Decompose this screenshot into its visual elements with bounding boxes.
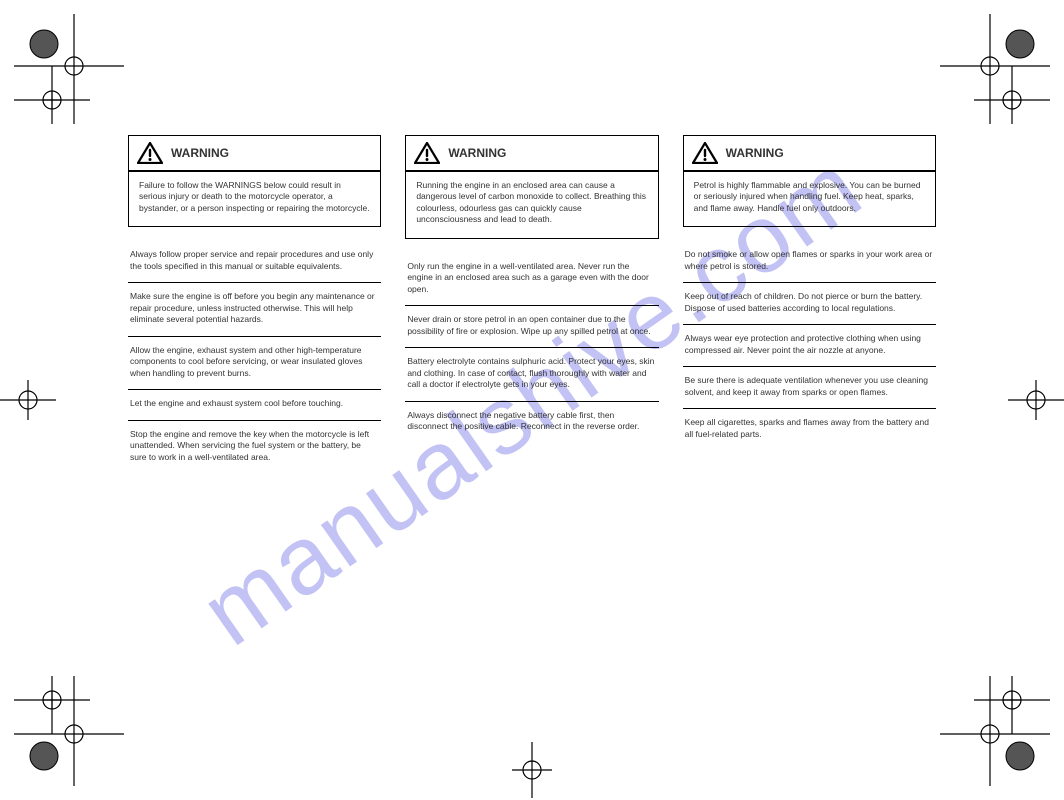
warning-icon [137,142,163,164]
text-block: Battery electrolyte contains sulphuric a… [405,348,658,401]
warning-header: WARNING [129,136,380,172]
warning-label: WARNING [726,146,784,160]
warning-icon [414,142,440,164]
text-block: Be sure there is adequate ventilation wh… [683,367,936,409]
text-block: Do not smoke or allow open flames or spa… [683,241,936,283]
text-block: Keep out of reach of children. Do not pi… [683,283,936,325]
warning-header: WARNING [684,136,935,172]
column-1: WARNING Failure to follow the WARNINGS b… [128,135,381,473]
text-block: Always wear eye protection and protectiv… [683,325,936,367]
warning-header: WARNING [406,136,657,172]
text-block: Stop the engine and remove the key when … [128,421,381,473]
warning-box: WARNING Failure to follow the WARNINGS b… [128,135,381,227]
warning-body-text: Running the engine in an enclosed area c… [406,172,657,238]
crop-mark-top-right [940,14,1050,124]
text-block: Always follow proper service and repair … [128,241,381,283]
text-block: Keep all cigarettes, sparks and flames a… [683,409,936,450]
column-3: WARNING Petrol is highly flammable and e… [683,135,936,473]
warning-box: WARNING Running the engine in an enclose… [405,135,658,239]
text-block: Never drain or store petrol in an open c… [405,306,658,348]
warning-body-text: Failure to follow the WARNINGS below cou… [129,172,380,226]
crop-mark-left-middle [0,380,56,422]
text-block: Let the engine and exhaust system cool b… [128,390,381,420]
crop-mark-bottom-middle [512,742,552,800]
warning-box: WARNING Petrol is highly flammable and e… [683,135,936,227]
text-block: Allow the engine, exhaust system and oth… [128,337,381,390]
warning-body-text: Petrol is highly flammable and explosive… [684,172,935,226]
warning-label: WARNING [171,146,229,160]
column-2: WARNING Running the engine in an enclose… [405,135,658,473]
text-block: Only run the engine in a well-ventilated… [405,253,658,306]
crop-mark-top-left [14,14,124,124]
text-block: Always disconnect the negative battery c… [405,402,658,443]
crop-mark-bottom-right [940,676,1050,786]
crop-mark-bottom-left [14,676,124,786]
warning-label: WARNING [448,146,506,160]
page-content: WARNING Failure to follow the WARNINGS b… [128,135,936,473]
warning-icon [692,142,718,164]
text-block: Make sure the engine is off before you b… [128,283,381,336]
crop-mark-right-middle [1008,380,1064,422]
